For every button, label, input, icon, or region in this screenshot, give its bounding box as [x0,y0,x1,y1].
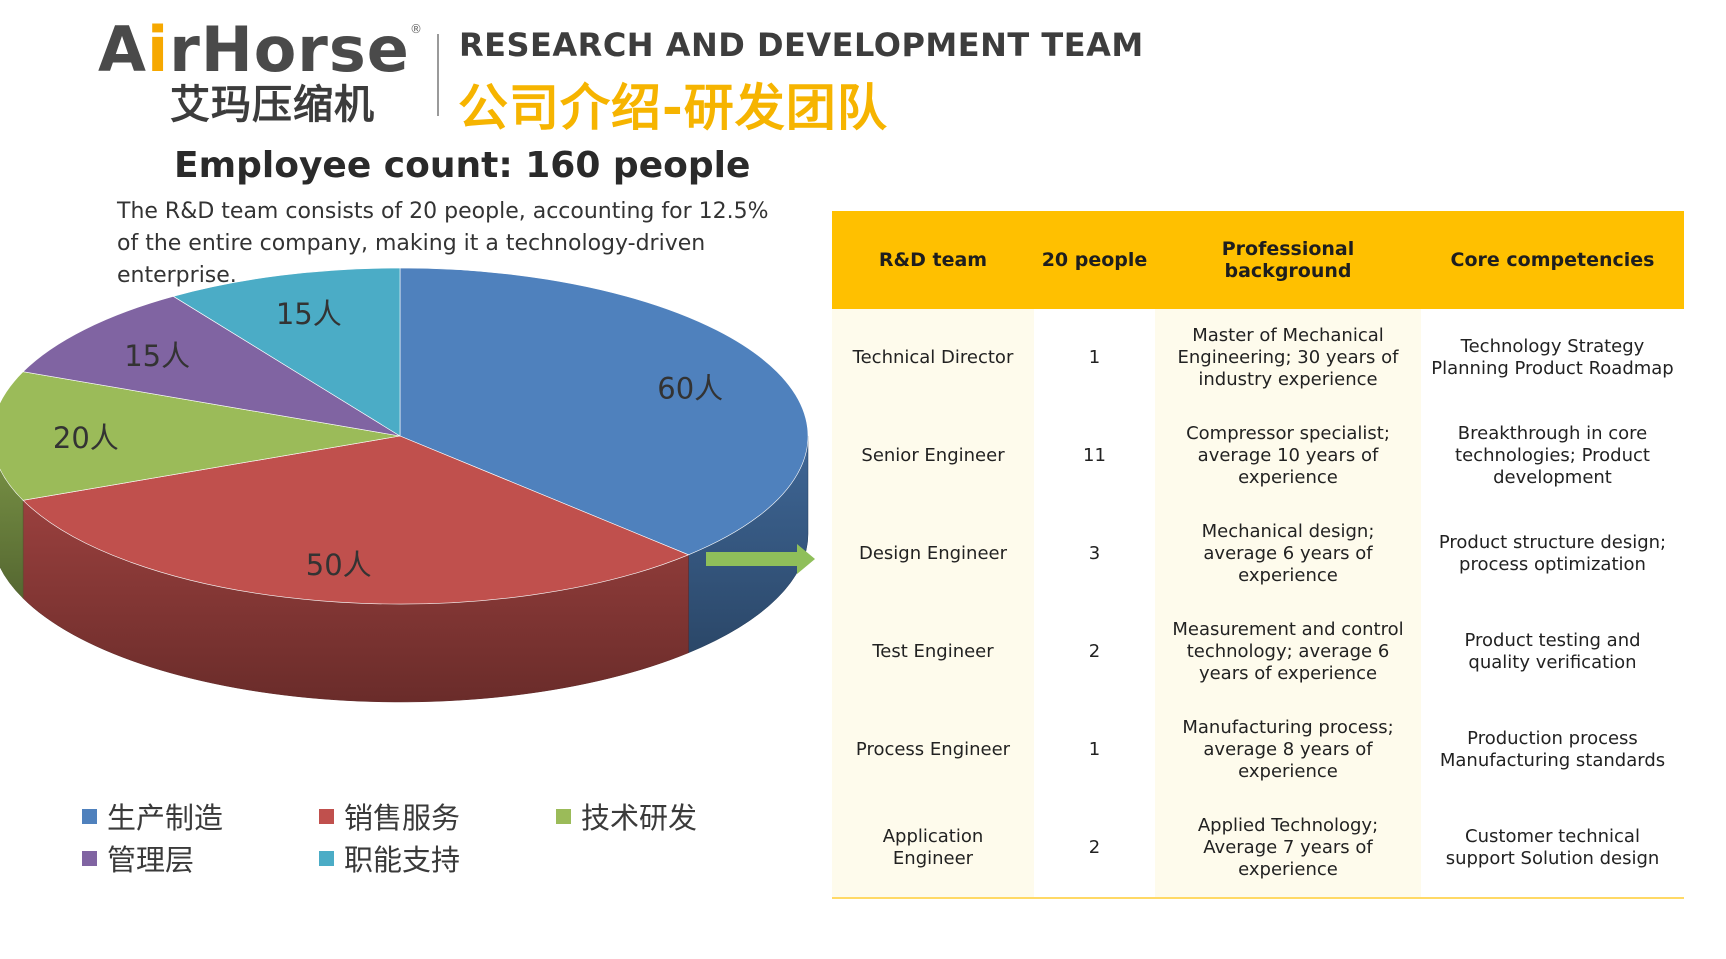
slice-1-top [399,267,809,556]
cell-role: Process Engineer [832,701,1034,799]
legend-label: 生产制造 [107,801,224,835]
legend-label: 职能支持 [344,843,461,877]
cell-count: 3 [1034,505,1155,603]
cell-count: 11 [1034,407,1155,505]
header-people-count: 20 people [1034,211,1155,309]
cell-competencies: Product testing and quality verification [1421,603,1684,701]
legend-swatch [82,850,97,866]
slice-2-top [22,435,690,605]
legend-swatch [319,850,334,866]
page-title-chinese: 公司介绍-研发团队 [458,79,888,137]
cell-role: Test Engineer [832,603,1034,701]
logo-chinese-name: 艾玛压缩机 [170,82,375,128]
table-row: Design Engineer 3 Mechanical design; ave… [832,505,1684,603]
cell-count: 2 [1034,799,1155,899]
cell-count: 1 [1034,309,1155,407]
logo-letter-i: i [146,13,170,86]
cell-background: Mechanical design; average 6 years of ex… [1155,505,1421,603]
legend-item-5: 职能支持 [319,838,460,878]
legend-swatch [82,808,97,824]
cell-role: Technical Director [832,309,1034,407]
slice-4-label: 15人 [124,339,190,373]
table-row: Process Engineer 1 Manufacturing process… [832,701,1684,799]
rd-team-description: The R&D team consists of 20 people, acco… [117,199,769,288]
slice-1-label: 60人 [657,371,723,405]
table-row: Technical Director 1 Master of Mechanica… [832,309,1684,407]
cell-role: Design Engineer [832,505,1034,603]
cell-competencies: Breakthrough in core technologies; Produ… [1421,407,1684,505]
employee-count-headline: Employee count: 160 people [174,145,751,186]
cell-background: Master of Mechanical Engineering; 30 yea… [1155,309,1421,407]
table-row: Test Engineer 2 Measurement and control … [832,603,1684,701]
header-divider [437,34,439,116]
table-header-row: R&D team 20 people Professional backgrou… [832,211,1684,309]
registered-mark: ® [410,22,422,36]
legend-item-1: 生产制造 [82,796,223,836]
legend-swatch [319,808,334,824]
slice-4-top [22,295,401,437]
slice-3-top [0,371,401,501]
cell-role: Senior Engineer [832,407,1034,505]
cell-competencies: Production process Manufacturing standar… [1421,701,1684,799]
cell-background: Compressor specialist; average 10 years … [1155,407,1421,505]
cell-count: 2 [1034,603,1155,701]
slice-3-label: 20人 [53,421,119,455]
legend-label: 管理层 [107,843,195,877]
legend-item-3: 技术研发 [556,796,697,836]
rd-team-table: R&D team 20 people Professional backgrou… [832,211,1684,899]
legend-label: 销售服务 [344,801,461,835]
cell-competencies: Technology Strategy Planning Product Roa… [1421,309,1684,407]
logo-wordmark: AirHorse [98,14,410,86]
legend-item-4: 管理层 [82,838,194,878]
cell-background: Applied Technology; Average 7 years of e… [1155,799,1421,899]
cell-role: Application Engineer [832,799,1034,899]
slice-5-top [172,267,401,437]
page-title-english: RESEARCH AND DEVELOPMENT TEAM [459,26,1144,64]
header-rd-team: R&D team [832,211,1034,309]
logo-letter-a: A [98,13,147,86]
arrow-right-icon [797,544,815,574]
slice-2-label: 50人 [306,548,372,582]
cell-competencies: Product structure design; process optimi… [1421,505,1684,603]
legend-label: 技术研发 [581,801,698,835]
legend-item-2: 销售服务 [319,796,460,836]
cell-count: 1 [1034,701,1155,799]
cell-background: Manufacturing process; average 8 years o… [1155,701,1421,799]
airhorse-logo: AirHorse ® 艾玛压缩机 [98,14,423,129]
logo-letters-rest: rHorse [169,13,410,86]
arrow-shaft [706,552,799,566]
table-row: Application Engineer 2 Applied Technolog… [832,799,1684,899]
legend-swatch [556,808,571,824]
header-core-competencies: Core competencies [1421,211,1684,309]
cell-competencies: Customer technical support Solution desi… [1421,799,1684,899]
table-row: Senior Engineer 11 Compressor specialist… [832,407,1684,505]
cell-background: Measurement and control technology; aver… [1155,603,1421,701]
slice-5-label: 15人 [276,297,342,331]
header-professional-background: Professional background [1155,211,1421,309]
